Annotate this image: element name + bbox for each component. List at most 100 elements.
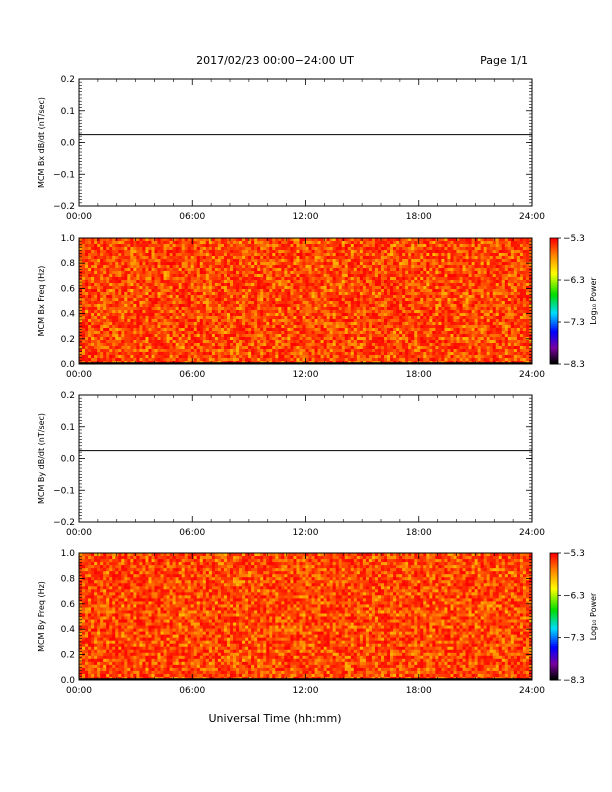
heatmap-cell: [187, 334, 192, 338]
heatmap-cell: [323, 259, 328, 263]
heatmap-cell: [160, 280, 164, 284]
heatmap-cell: [281, 247, 285, 251]
heatmap-cell: [338, 247, 343, 251]
heatmap-cell: [359, 247, 364, 251]
heatmap-cell: [151, 262, 155, 266]
heatmap-cell: [414, 355, 418, 359]
heatmap-cell: [217, 346, 222, 350]
heatmap-cell: [148, 262, 152, 266]
heatmap-cell: [387, 355, 391, 359]
heatmap-cell: [97, 289, 101, 293]
heatmap-cell: [368, 343, 373, 347]
heatmap-cell: [91, 328, 95, 332]
heatmap-cell: [272, 265, 276, 269]
heatmap-cell: [272, 337, 276, 341]
heatmap-cell: [390, 349, 394, 353]
heatmap-cell: [94, 298, 98, 302]
heatmap-cell: [290, 298, 294, 302]
heatmap-cell: [341, 289, 346, 293]
heatmap-cell: [251, 292, 255, 296]
heatmap-cell: [387, 238, 391, 242]
heatmap-cell: [214, 241, 219, 245]
heatmap-cell: [281, 331, 285, 335]
heatmap-cell: [344, 262, 349, 266]
heatmap-cell: [396, 271, 400, 275]
heatmap-cell: [160, 307, 164, 311]
heatmap-cell: [374, 352, 379, 356]
heatmap-cell: [245, 292, 249, 296]
heatmap-cell: [332, 337, 337, 341]
heatmap-cell: [236, 349, 240, 353]
heatmap-cell: [377, 355, 382, 359]
heatmap-cell: [109, 247, 113, 251]
heatmap-cell: [115, 322, 119, 326]
heatmap-cell: [85, 346, 89, 350]
heatmap-cell: [230, 331, 234, 335]
heatmap-cell: [269, 286, 273, 290]
heatmap-cell: [353, 313, 358, 317]
heatmap-cell: [311, 259, 315, 263]
heatmap-cell: [317, 325, 321, 329]
heatmap-cell: [266, 301, 270, 305]
heatmap-cell: [82, 319, 86, 323]
heatmap-cell: [94, 277, 98, 281]
heatmap-cell: [275, 319, 279, 323]
heatmap-cell: [290, 313, 294, 317]
heatmap-cell: [154, 358, 158, 362]
heatmap-cell: [196, 355, 201, 359]
heatmap-cell: [97, 244, 101, 248]
heatmap-cell: [148, 283, 152, 287]
heatmap-cell: [353, 349, 358, 353]
heatmap-cell: [85, 289, 89, 293]
heatmap-cell: [251, 271, 255, 275]
heatmap-cell: [142, 250, 146, 254]
heatmap-cell: [178, 280, 183, 284]
heatmap-cell: [217, 274, 222, 278]
heatmap-cell: [368, 337, 373, 341]
heatmap-cell: [217, 262, 222, 266]
heatmap-cell: [157, 346, 161, 350]
heatmap-cell: [184, 265, 189, 269]
heatmap-cell: [302, 325, 306, 329]
heatmap-cell: [106, 343, 110, 347]
heatmap-cell: [302, 346, 306, 350]
heatmap-cell: [94, 340, 98, 344]
heatmap-cell: [154, 337, 158, 341]
heatmap-cell: [97, 265, 101, 269]
heatmap-cell: [417, 259, 421, 263]
heatmap-cell: [384, 289, 388, 293]
heatmap-cell: [344, 331, 349, 335]
heatmap-cell: [287, 310, 291, 314]
heatmap-cell: [278, 325, 282, 329]
heatmap-cell: [142, 283, 146, 287]
heatmap-cell: [85, 268, 89, 272]
heatmap-cell: [145, 349, 149, 353]
heatmap-cell: [374, 343, 379, 347]
heatmap-cell: [266, 283, 270, 287]
heatmap-cell: [154, 256, 158, 260]
heatmap-cell: [136, 319, 140, 323]
heatmap-cell: [199, 283, 204, 287]
heatmap-cell: [175, 277, 180, 281]
heatmap-cell: [275, 283, 279, 287]
heatmap-cell: [374, 337, 379, 341]
heatmap-cell: [374, 328, 379, 332]
heatmap-cell: [106, 265, 110, 269]
heatmap-cell: [272, 331, 276, 335]
heatmap-cell: [124, 322, 128, 326]
heatmap-cell: [217, 307, 222, 311]
heatmap-cell: [302, 241, 306, 245]
heatmap-cell: [359, 289, 364, 293]
heatmap-cell: [353, 289, 358, 293]
heatmap-cell: [79, 355, 83, 359]
heatmap-cell: [121, 238, 125, 242]
heatmap-cell: [148, 277, 152, 281]
heatmap-cell: [166, 244, 170, 248]
heatmap-cell: [91, 322, 95, 326]
heatmap-cell: [263, 355, 267, 359]
heatmap-cell: [368, 307, 373, 311]
heatmap-cell: [405, 319, 409, 323]
heatmap-cell: [365, 283, 370, 287]
heatmap-cell: [314, 268, 318, 272]
heatmap-cell: [106, 331, 110, 335]
